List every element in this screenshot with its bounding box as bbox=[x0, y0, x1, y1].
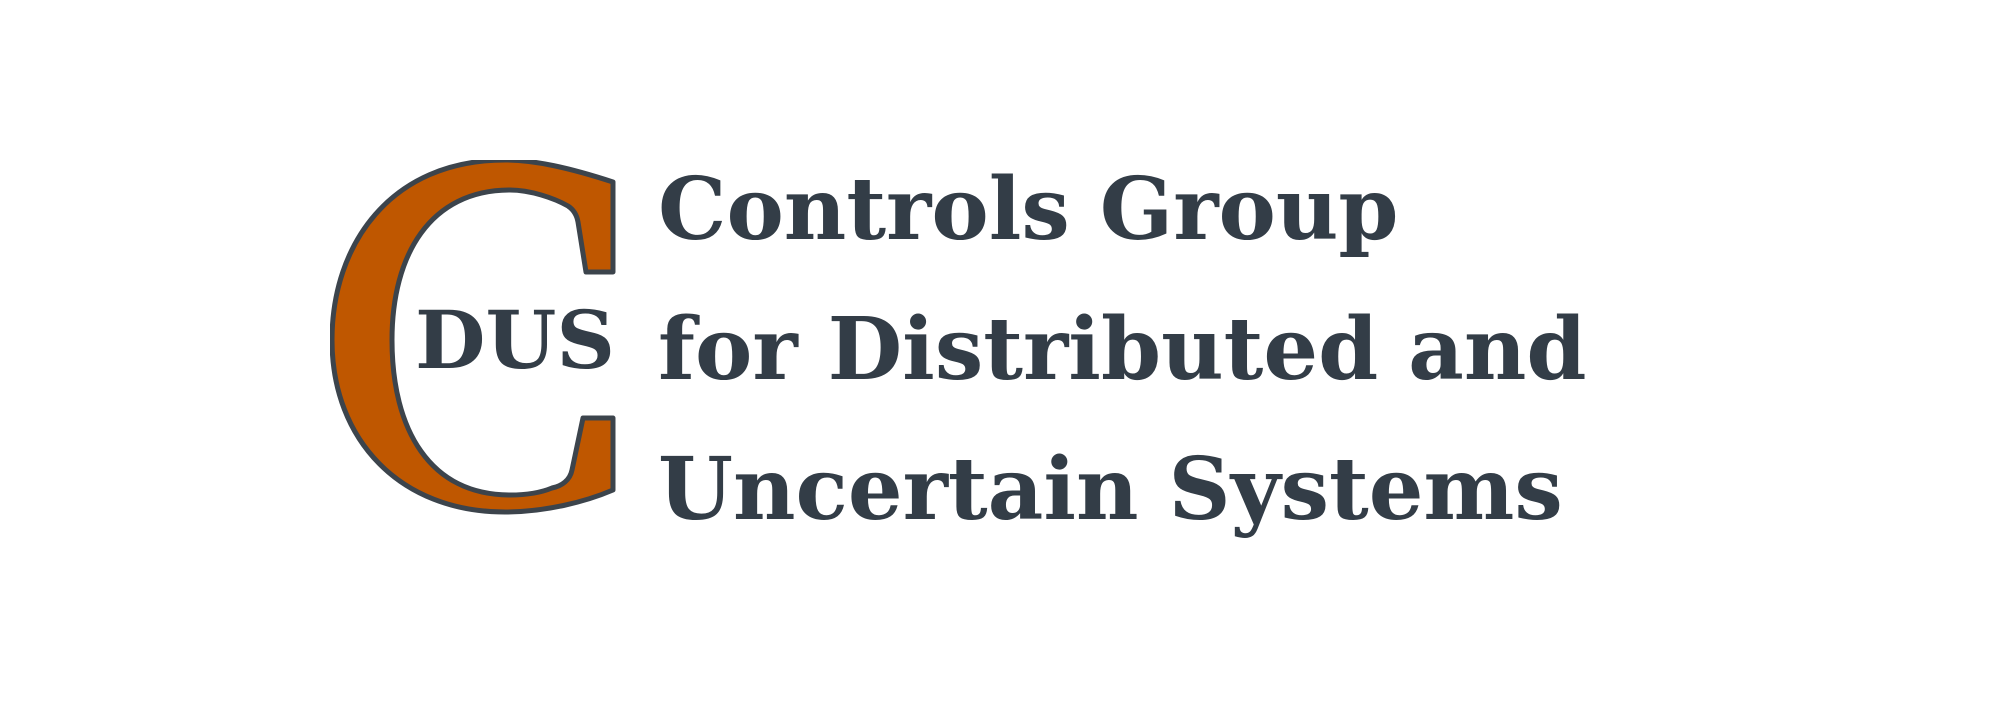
wordmark-line-1: Controls Group bbox=[658, 159, 1399, 260]
cdus-logo-svg: DUS bbox=[330, 160, 616, 515]
wordmark-line-3: Uncertain Systems bbox=[658, 439, 1563, 540]
group-name-wordmark: Controls Group for Distributed and Uncer… bbox=[658, 140, 1718, 560]
wordmark-line-2: for Distributed and bbox=[658, 299, 1587, 400]
orange-c-shape bbox=[330, 160, 616, 515]
cdus-logo-mark: DUS bbox=[330, 160, 620, 525]
logo-inner-text: DUS bbox=[415, 293, 615, 387]
